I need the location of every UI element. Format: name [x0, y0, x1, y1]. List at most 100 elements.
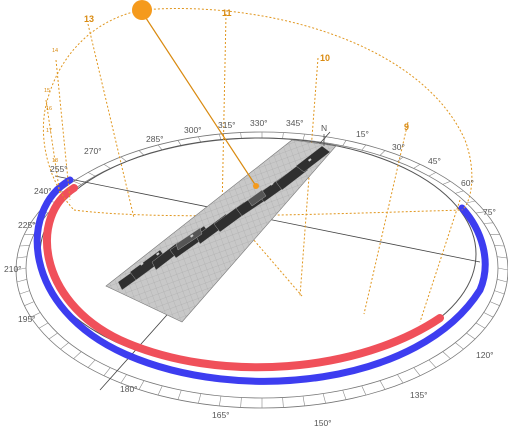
hour-label-18: 18	[52, 158, 58, 164]
azimuth-tick	[361, 144, 367, 151]
azimuth-tick	[428, 359, 437, 368]
azimuth-tick	[497, 267, 508, 271]
azimuth-tick	[73, 351, 82, 359]
azimuth-tick	[361, 385, 367, 396]
azimuth-tick	[282, 132, 284, 139]
azimuth-tick	[442, 351, 451, 359]
hour-label-11: 11	[222, 8, 232, 18]
azimuth-label-45: 45°	[428, 156, 441, 166]
azimuth-tick	[282, 397, 284, 408]
azimuth-tick	[483, 222, 494, 224]
hour-label-9: 9	[404, 122, 409, 132]
azimuth-tick	[19, 290, 30, 295]
azimuth-tick	[455, 342, 464, 350]
azimuth-tick	[24, 301, 35, 306]
azimuth-tick	[494, 245, 505, 247]
azimuth-tick	[397, 374, 404, 384]
azimuth-tick	[157, 144, 163, 151]
azimuth-tick	[73, 181, 82, 185]
azimuth-tick	[342, 390, 347, 400]
azimuth-label-285: 285°	[146, 134, 164, 144]
azimuth-tick	[87, 359, 96, 368]
azimuth-label-270: 270°	[84, 146, 102, 156]
azimuth-tick	[483, 312, 494, 318]
azimuth-tick	[466, 200, 476, 204]
azimuth-tick	[219, 134, 222, 141]
azimuth-tick	[342, 140, 347, 146]
azimuth-label-75: 75°	[483, 207, 496, 217]
azimuth-tick	[103, 367, 111, 376]
azimuth-tick	[16, 279, 27, 283]
azimuth-label-255: 255°	[50, 164, 68, 174]
azimuth-tick	[19, 245, 30, 247]
azimuth-tick	[428, 172, 437, 177]
azimuth-label-195: 195°	[18, 314, 36, 324]
sun-ray-target	[253, 183, 259, 189]
azimuth-label-240: 240°	[34, 186, 52, 196]
azimuth-tick	[16, 256, 27, 259]
azimuth-label-300: 300°	[184, 125, 202, 135]
azimuth-tick	[198, 393, 202, 404]
azimuth-label-120: 120°	[476, 350, 494, 360]
azimuth-label-180: 180°	[120, 384, 138, 394]
hour-label-14: 14	[52, 48, 58, 54]
azimuth-tick	[48, 332, 58, 340]
sun-ray	[141, 11, 257, 187]
inner-red-arc	[43, 184, 444, 372]
azimuth-tick	[322, 393, 326, 404]
azimuth-label-165: 165°	[212, 410, 230, 420]
azimuth-label-210: 210°	[4, 264, 22, 274]
azimuth-tick	[177, 390, 182, 400]
azimuth-tick	[38, 322, 49, 329]
azimuth-tick	[87, 172, 96, 177]
azimuth-tick	[60, 342, 69, 350]
hour-label-13: 13	[84, 14, 94, 24]
azimuth-tick	[219, 395, 222, 406]
buildings	[117, 145, 331, 291]
azimuth-tick	[120, 374, 127, 384]
azimuth-label-30: 30°	[392, 142, 405, 152]
hour-label-10: 10	[320, 53, 330, 63]
azimuth-labels: N 15° 30° 45° 60° 75° 120° 135° 150° 165…	[4, 118, 496, 428]
azimuth-tick	[302, 134, 305, 141]
azimuth-tick	[198, 136, 202, 143]
azimuth-label-330: 330°	[250, 118, 268, 128]
azimuth-tick	[455, 190, 464, 194]
azimuth-label-N: N	[321, 123, 327, 133]
azimuth-tick	[379, 150, 386, 156]
hour-label-16: 16	[46, 106, 52, 112]
azimuth-tick	[413, 164, 421, 169]
hour-label-17: 17	[46, 128, 52, 134]
azimuth-tick	[157, 385, 163, 396]
azimuth-tick	[494, 290, 505, 295]
azimuth-label-315: 315°	[218, 120, 236, 130]
azimuth-tick	[138, 150, 145, 156]
azimuth-tick	[466, 332, 476, 340]
azimuth-tick	[379, 380, 386, 390]
azimuth-tick	[497, 279, 508, 283]
azimuth-tick	[240, 132, 242, 139]
azimuth-tick	[120, 156, 127, 162]
azimuth-tick	[397, 156, 404, 162]
azimuth-tick	[442, 181, 451, 185]
azimuth-label-135: 135°	[410, 390, 428, 400]
azimuth-tick	[475, 322, 486, 329]
azimuth-tick	[475, 211, 486, 214]
azimuth-tick	[413, 367, 421, 376]
building-windows	[140, 158, 312, 266]
azimuth-label-150: 150°	[314, 418, 332, 428]
azimuth-tick	[177, 140, 182, 146]
outer-blue-arc	[33, 176, 489, 385]
sun-path-dome	[42, 8, 473, 323]
azimuth-tick	[138, 380, 145, 390]
azimuth-label-60: 60°	[461, 178, 474, 188]
azimuth-tick	[302, 395, 305, 406]
azimuth-tick	[240, 397, 242, 408]
azimuth-label-345: 345°	[286, 118, 304, 128]
azimuth-tick	[30, 312, 41, 318]
sun-icon	[132, 0, 152, 20]
azimuth-label-225: 225°	[18, 220, 36, 230]
azimuth-tick	[103, 164, 111, 169]
hour-label-15: 15	[44, 88, 50, 94]
